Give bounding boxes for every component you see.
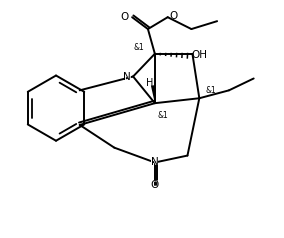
Text: N: N bbox=[123, 71, 131, 81]
Text: N: N bbox=[151, 158, 159, 168]
Text: OH: OH bbox=[191, 50, 207, 60]
Polygon shape bbox=[151, 85, 155, 103]
Text: H: H bbox=[146, 78, 154, 89]
Text: O: O bbox=[151, 180, 159, 190]
Text: N: N bbox=[151, 158, 159, 168]
Text: N: N bbox=[123, 71, 131, 81]
Text: &1: &1 bbox=[206, 86, 217, 95]
Text: O: O bbox=[151, 180, 159, 190]
Text: O: O bbox=[120, 12, 128, 22]
Text: &1: &1 bbox=[134, 43, 144, 52]
Text: O: O bbox=[170, 11, 178, 21]
Text: O: O bbox=[119, 12, 128, 22]
Text: &1: &1 bbox=[157, 110, 168, 119]
Text: O: O bbox=[170, 11, 178, 21]
